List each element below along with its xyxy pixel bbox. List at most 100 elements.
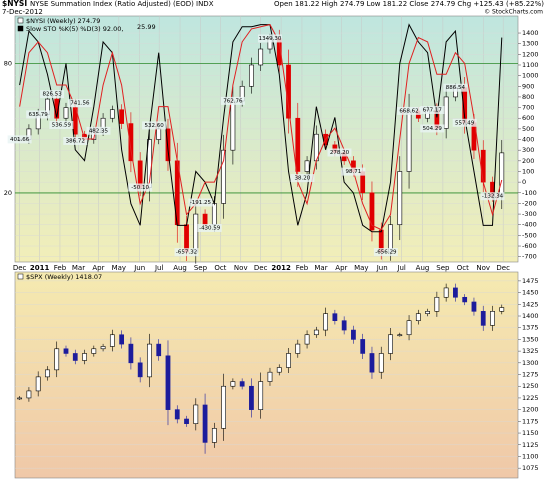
panel-top <box>14 15 519 263</box>
candle-body <box>388 224 393 253</box>
y2-tick-label: 20 <box>4 189 12 197</box>
annotation: 504.29 <box>423 126 443 132</box>
y-tick-label: 1275 <box>522 371 539 379</box>
x-tick-label: Apr <box>92 264 104 272</box>
x-tick-label: May <box>354 264 368 272</box>
candle-body <box>304 334 310 345</box>
candle-body <box>304 160 310 172</box>
x-tick-label: Oct <box>214 264 226 272</box>
exchange: INDX <box>196 0 214 8</box>
candle-body <box>480 311 486 326</box>
candle-body <box>128 343 134 364</box>
annotation-box <box>443 83 468 92</box>
annotation: 1349.30 <box>259 36 282 42</box>
annotation: -50.10 <box>131 185 149 191</box>
candle-body <box>239 381 245 387</box>
y-tick-label: 1300 <box>522 40 539 48</box>
x-tick-label: Sep <box>436 264 450 272</box>
y2-tick-label: 80 <box>4 59 12 67</box>
candle-body <box>184 224 189 253</box>
credit: © StockCharts.com <box>484 9 543 16</box>
annotation: 38.20 <box>295 176 311 182</box>
y-tick-label: 1000 <box>522 72 539 80</box>
candle-body <box>480 149 486 183</box>
annotation: -132.34 <box>482 194 504 200</box>
annotation: 826.53 <box>42 92 62 98</box>
candle-body <box>193 404 199 424</box>
y-tick-label: -200 <box>522 199 537 207</box>
candle-body <box>369 192 375 231</box>
x-tick-label: Mar <box>314 264 327 272</box>
annotation: 635.79 <box>29 112 49 118</box>
candle-body <box>221 385 227 429</box>
annotation: -656.29 <box>375 250 397 256</box>
annotation: -430.59 <box>199 225 221 231</box>
annotation: 98.71 <box>346 169 362 175</box>
y-tick-label: 1125 <box>522 441 539 449</box>
candle-body <box>490 311 495 326</box>
annotation: 386.72 <box>66 138 85 144</box>
candle-body <box>147 343 152 378</box>
x-tick-label: Feb <box>54 264 67 272</box>
candle-body <box>249 64 254 87</box>
annotation: 401.66 <box>10 137 30 143</box>
candle-body <box>295 343 301 354</box>
candle-body <box>406 110 412 172</box>
y-tick-label: 1475 <box>522 277 539 285</box>
candle-body <box>91 348 97 354</box>
annotation-box <box>174 248 199 257</box>
annotation: 536.59 <box>52 122 72 128</box>
annotation-box <box>7 135 32 144</box>
annotation-box <box>197 223 222 232</box>
annotation: 762.76 <box>223 98 243 104</box>
candle-body <box>193 213 199 253</box>
candle-body <box>184 418 189 424</box>
candle-body <box>221 149 227 204</box>
y-tick-label: 400 <box>522 136 534 144</box>
y-tick-label: -300 <box>522 210 537 218</box>
annotation-box <box>397 106 422 115</box>
x-tick-label: Jul <box>154 264 164 272</box>
candle-body <box>360 339 366 354</box>
y-tick-label: 1375 <box>522 324 539 332</box>
candle-body <box>341 320 347 331</box>
date: 7-Dec-2012 <box>2 8 43 16</box>
annotation-box <box>188 198 213 207</box>
candle-body <box>369 353 375 373</box>
candle-body <box>295 117 301 172</box>
candle-body <box>211 428 217 443</box>
candle-body <box>35 376 41 392</box>
candle-body <box>156 128 162 140</box>
candle-body <box>332 313 338 321</box>
stochastic-line <box>19 24 503 231</box>
annotation-box <box>49 120 74 129</box>
annotation: 677.17 <box>423 108 443 114</box>
candle-body <box>471 301 477 312</box>
candle-body <box>82 353 87 361</box>
candle-body <box>63 348 69 354</box>
y-tick-label: 300 <box>522 146 534 154</box>
y-tick-label: -400 <box>522 221 537 229</box>
x-tick-label: 2012 <box>271 264 291 272</box>
x-tick-label: Mar <box>72 264 85 272</box>
y-tick-label: 1225 <box>522 394 539 402</box>
annotation: 278.20 <box>330 150 350 156</box>
y-tick-label: 1250 <box>522 382 539 390</box>
y-tick-label: 100 <box>522 167 534 175</box>
candle-body <box>165 355 171 410</box>
candle-body <box>54 348 60 371</box>
candle-body <box>351 329 356 340</box>
y-tick-label: 900 <box>522 82 534 90</box>
y-tick-label: -600 <box>522 242 537 250</box>
y-tick-label: 1400 <box>522 29 539 37</box>
candle-body <box>397 171 403 226</box>
symbol: $NYSI <box>2 0 27 8</box>
candle-body <box>499 152 505 197</box>
y-tick-label: 0 <box>522 178 526 186</box>
annotation-box <box>373 248 398 257</box>
annotation-box <box>67 99 92 108</box>
candle-body <box>453 287 458 298</box>
candle-body <box>230 100 236 151</box>
y-tick-label: 800 <box>522 93 534 101</box>
y-tick-label: 1200 <box>522 50 539 58</box>
